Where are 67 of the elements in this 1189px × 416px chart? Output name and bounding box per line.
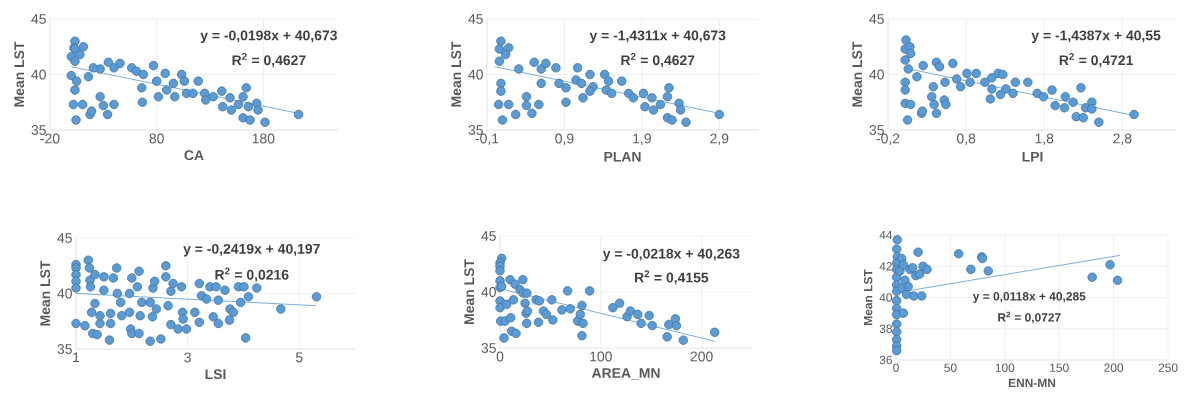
x-tick-label: -0,1: [475, 133, 499, 146]
annotation: R$^{2}$ = 0,0727: [998, 311, 1061, 324]
x-axis-title: LPI: [1022, 151, 1043, 162]
annotation: y = -0,0218x + 40,263: [602, 248, 740, 262]
x-tick-label: -20: [40, 133, 60, 144]
x-axis-title: AREA_MN: [591, 368, 660, 380]
x-tick-label: 0: [496, 351, 504, 362]
y-tick-label: 40: [481, 287, 496, 297]
x-tick-label: 150: [1050, 363, 1069, 372]
y-tick-label: 35: [468, 125, 483, 135]
annotation: y = -0,2419x + 40,197: [183, 243, 320, 257]
x-tick-label: 2,9: [710, 133, 729, 146]
x-tick-label: 0: [893, 363, 899, 372]
y-tick-label: 40: [879, 293, 893, 302]
x-tick-label: 100: [590, 351, 612, 362]
y-tick-label: 45: [31, 14, 46, 24]
annotation: R$^{2}$ = 0,4721: [1059, 52, 1133, 68]
x-tick-label: -0,2: [876, 133, 900, 146]
y-tick-label: 45: [481, 231, 496, 241]
y-tick-label: 45: [57, 233, 72, 243]
x-tick-label: 0,9: [555, 133, 574, 146]
x-tick-label: 0,8: [956, 133, 976, 146]
y-tick-label: 36: [879, 355, 892, 365]
y-tick-label: 40: [31, 69, 46, 80]
annotation: R$^{2}$ = 0,4627: [621, 52, 695, 68]
x-axis-title: ENN-MN: [1008, 378, 1056, 388]
x-axis-title: CA: [184, 150, 204, 161]
y-tick-label: 40: [468, 69, 483, 80]
annotation: y = -1,4387x + 40,55: [1031, 30, 1161, 44]
annotation: R$^{2}$ = 0,4627: [232, 52, 306, 68]
y-axis-title: Mean LST: [464, 259, 475, 324]
x-axis-title: PLAN: [604, 151, 641, 162]
x-tick-label: 50: [944, 363, 957, 372]
annotation: y = -0,0198x + 40,673: [200, 30, 337, 44]
y-tick-label: 45: [468, 14, 483, 24]
x-tick-label: 200: [690, 351, 713, 362]
annotation: R$^{2}$ = 0,4155: [635, 270, 709, 285]
y-tick-label: 35: [57, 344, 72, 354]
x-tick-label: 1: [73, 352, 80, 363]
y-axis-title: Mean LST: [852, 41, 863, 107]
x-tick-label: 100: [995, 363, 1015, 372]
x-tick-label: 2,8: [1113, 133, 1132, 146]
y-tick-label: 35: [481, 343, 496, 353]
x-tick-label: 250: [1158, 363, 1178, 372]
y-axis-title: Mean LST: [863, 269, 873, 325]
annotation: y = 0,0118x + 40,285: [972, 292, 1086, 303]
y-tick-label: 40: [869, 69, 884, 80]
y-tick-label: 40: [57, 288, 72, 299]
x-tick-label: 180: [252, 133, 275, 144]
annotation: y = -1,4311x + 40,673: [589, 30, 726, 44]
annotation: R$^{2}$ = 0,0216: [215, 267, 289, 282]
x-tick-label: 3: [184, 352, 191, 363]
y-tick-label: 44: [879, 230, 893, 240]
x-tick-label: 5: [295, 352, 303, 363]
y-axis-title: Mean LST: [451, 41, 462, 107]
x-tick-label: 200: [1104, 363, 1124, 372]
y-tick-label: 45: [869, 14, 884, 24]
y-axis-title: Mean LST: [14, 41, 25, 107]
x-tick-label: 1,9: [633, 133, 651, 146]
y-tick-label: 35: [869, 125, 884, 135]
y-axis-title: Mean LST: [40, 260, 51, 326]
x-axis-title: LSI: [205, 369, 226, 380]
x-tick-label: 1,8: [1035, 133, 1054, 146]
x-tick-label: 80: [149, 133, 164, 144]
y-tick-label: 42: [879, 262, 892, 271]
y-tick-label: 38: [879, 324, 892, 333]
y-tick-label: 35: [31, 125, 46, 135]
